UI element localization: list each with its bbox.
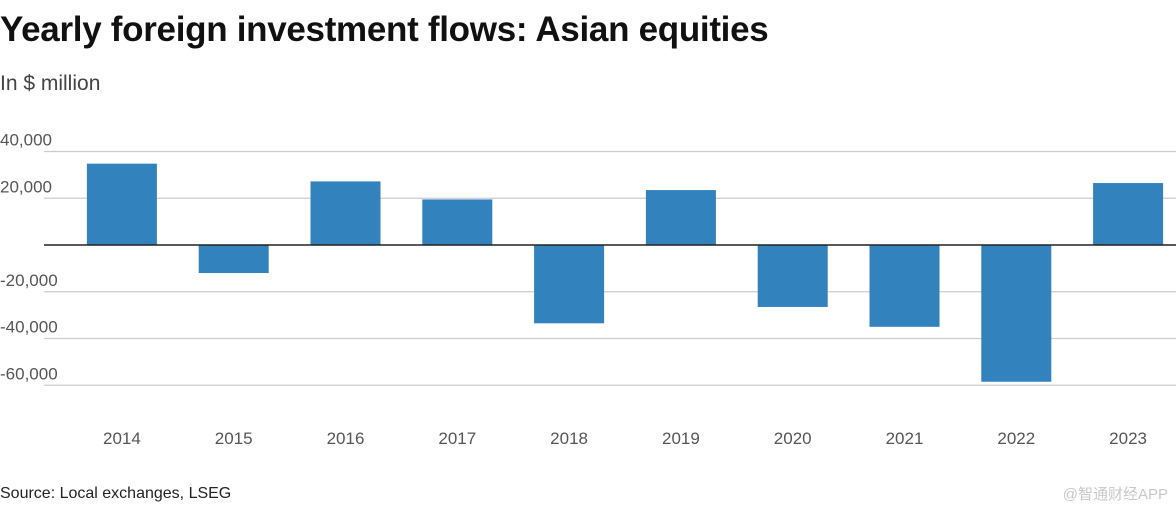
x-tick-label-2014: 2014 — [103, 429, 141, 448]
y-tick-label: 40,000 — [0, 131, 52, 150]
x-tick-label-2018: 2018 — [550, 429, 588, 448]
y-tick-label: -40,000 — [0, 318, 58, 337]
x-tick-label-2017: 2017 — [438, 429, 476, 448]
x-tick-label-2023: 2023 — [1109, 429, 1147, 448]
chart-subtitle: In $ million — [0, 72, 101, 95]
bar-2015 — [198, 245, 269, 274]
y-tick-label: 20,000 — [0, 177, 52, 196]
bar-2016 — [310, 181, 381, 245]
x-axis-ticks: 2014 2015 2016 2017 2018 2019 2020 2021 2022 2023 — [103, 429, 1147, 448]
bar-2018 — [534, 245, 605, 324]
bars — [86, 163, 1164, 382]
x-tick-label-2022: 2022 — [997, 429, 1035, 448]
chart-title: Yearly foreign investment flows: Asian e… — [0, 10, 769, 49]
bar-2017 — [422, 199, 493, 245]
watermark: @智通财经APP — [1062, 486, 1168, 503]
bar-2019 — [645, 190, 716, 245]
x-tick-label-2016: 2016 — [327, 429, 365, 448]
source-note: Source: Local exchanges, LSEG — [0, 485, 232, 502]
x-tick-label-2021: 2021 — [886, 429, 924, 448]
bar-2014 — [86, 163, 157, 245]
x-tick-label-2015: 2015 — [215, 429, 253, 448]
y-tick-label: -20,000 — [0, 271, 58, 290]
x-tick-label-2020: 2020 — [774, 429, 812, 448]
y-tick-label: -60,000 — [0, 364, 58, 383]
x-tick-label-2019: 2019 — [662, 429, 700, 448]
bar-2020 — [757, 245, 828, 307]
bar-2023 — [1093, 183, 1164, 245]
bar-2022 — [981, 245, 1052, 382]
y-axis-ticks: 40,000 20,000 -20,000 -40,000 -60,000 — [0, 131, 58, 384]
bar-2021 — [869, 245, 940, 327]
